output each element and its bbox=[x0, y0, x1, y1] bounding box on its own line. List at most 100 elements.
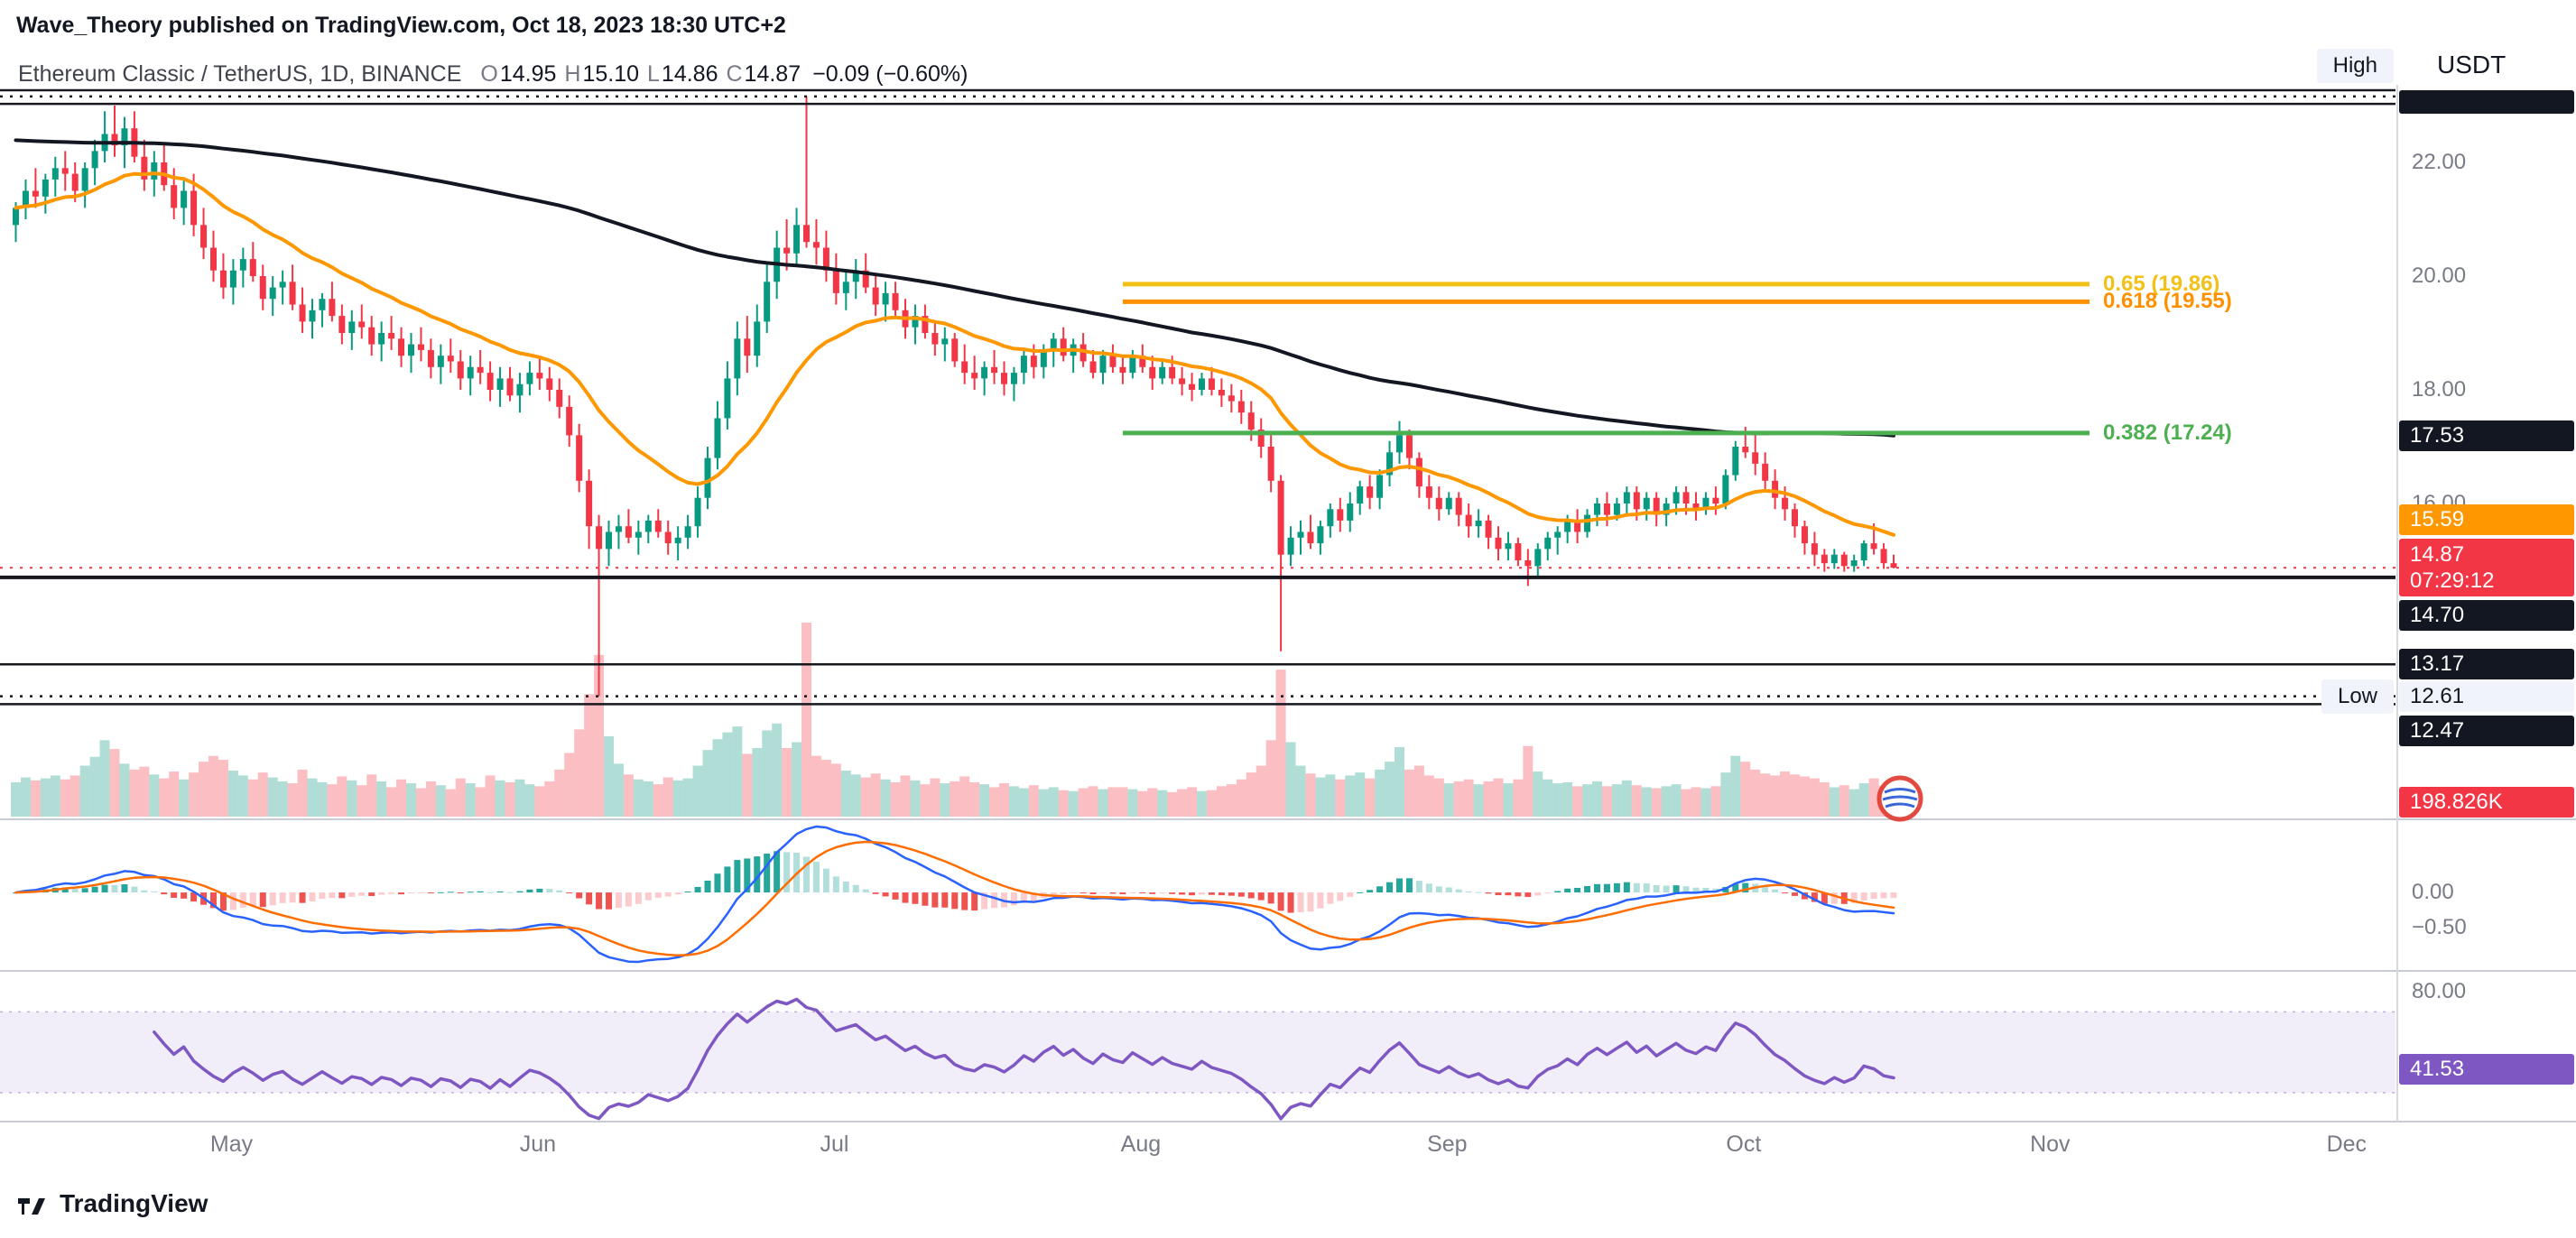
volume-bar bbox=[1355, 772, 1366, 817]
candle-body bbox=[852, 270, 859, 282]
macd-histogram-bar bbox=[526, 889, 533, 893]
volume-bar bbox=[1552, 783, 1563, 817]
macd-histogram-bar bbox=[1376, 886, 1384, 893]
macd-histogram-bar bbox=[269, 892, 276, 906]
ohlc-open: O14.95 bbox=[480, 61, 557, 87]
volume-bar bbox=[1809, 778, 1820, 817]
volume-bar bbox=[50, 775, 60, 817]
candle-body bbox=[754, 321, 761, 356]
macd-histogram-bar bbox=[348, 892, 356, 897]
tradingview-logo-icon[interactable] bbox=[16, 1187, 49, 1220]
volume-bar bbox=[179, 779, 190, 817]
candle-body bbox=[625, 526, 632, 538]
candle-body bbox=[1485, 520, 1492, 538]
tradingview-wordmark[interactable]: TradingView bbox=[60, 1189, 208, 1217]
volume-bar bbox=[30, 780, 41, 817]
candle-body bbox=[1159, 366, 1166, 379]
macd-histogram-bar bbox=[654, 892, 662, 899]
macd-histogram-bar bbox=[319, 892, 326, 900]
candle-body bbox=[1337, 509, 1344, 521]
fib-level-label: 0.382 (17.24) bbox=[2103, 420, 2232, 445]
volume-bar bbox=[1463, 779, 1474, 817]
candle-body bbox=[1089, 361, 1097, 374]
candle-body bbox=[1376, 475, 1384, 498]
macd-histogram-bar bbox=[1682, 886, 1690, 893]
volume-bar bbox=[1117, 787, 1128, 817]
time-axis[interactable] bbox=[0, 1123, 2576, 1176]
candle-body bbox=[32, 190, 39, 197]
macd-histogram-bar bbox=[1089, 892, 1097, 894]
macd-histogram-bar bbox=[556, 890, 563, 893]
candle-body bbox=[684, 526, 691, 538]
candle-body bbox=[892, 292, 899, 310]
volume-bar bbox=[109, 749, 120, 817]
macd-histogram-bar bbox=[486, 892, 494, 893]
high-range-label: High bbox=[2316, 49, 2394, 83]
volume-bar bbox=[653, 784, 663, 817]
candle-body bbox=[171, 185, 178, 208]
candle-body bbox=[1712, 497, 1719, 504]
candle-body bbox=[447, 356, 454, 362]
candle-body bbox=[417, 344, 424, 350]
macd-histogram-bar bbox=[1544, 892, 1552, 894]
candle-body bbox=[664, 531, 672, 544]
volume-bar bbox=[1572, 786, 1583, 817]
candle-body bbox=[1574, 520, 1581, 532]
macd-histogram-bar bbox=[1357, 892, 1364, 893]
volume-bar bbox=[1107, 787, 1118, 817]
candle-body bbox=[744, 338, 751, 356]
macd-histogram-bar bbox=[872, 892, 879, 894]
volume-bar bbox=[1177, 789, 1188, 817]
candle-body bbox=[151, 162, 158, 180]
volume-bar bbox=[702, 750, 713, 817]
fib-level-label: 0.65 (19.86) bbox=[2103, 271, 2220, 296]
candle-body bbox=[822, 247, 829, 271]
candle-body bbox=[1218, 390, 1225, 396]
macd-histogram-bar bbox=[417, 892, 424, 894]
ma-slow-price-badge: 17.53 bbox=[2399, 420, 2574, 451]
macd-histogram-bar bbox=[1169, 892, 1176, 894]
macd-histogram-bar bbox=[1208, 892, 1215, 895]
macd-histogram-bar bbox=[121, 883, 128, 893]
candle-body bbox=[348, 321, 356, 333]
macd-histogram-bar bbox=[1801, 892, 1808, 900]
macd-histogram-bar bbox=[1643, 882, 1650, 893]
volume-bar bbox=[1078, 788, 1089, 817]
time-axis-month-label: Dec bbox=[2326, 1132, 2368, 1157]
volume-bar bbox=[1137, 790, 1148, 817]
volume-bar bbox=[149, 774, 160, 817]
macd-histogram-bar bbox=[764, 854, 771, 893]
candle-body bbox=[496, 378, 504, 390]
macd-histogram-bar bbox=[71, 889, 79, 893]
macd-histogram-bar bbox=[1455, 889, 1462, 893]
candle-body bbox=[1080, 344, 1087, 362]
volume-bar bbox=[129, 769, 140, 817]
volume-bar bbox=[366, 774, 377, 817]
candle-body bbox=[368, 327, 375, 345]
volume-bar bbox=[672, 780, 683, 817]
macd-histogram-bar bbox=[427, 892, 434, 894]
candle-body bbox=[882, 292, 889, 305]
candle-body bbox=[1405, 435, 1413, 458]
macd-histogram-bar bbox=[1702, 887, 1710, 893]
macd-axis-tick: 0.00 bbox=[2412, 880, 2454, 905]
macd-histogram-bar bbox=[1199, 892, 1205, 895]
volume-bar bbox=[692, 765, 703, 817]
candle-body bbox=[1189, 383, 1196, 390]
macd-histogram-bar bbox=[546, 889, 553, 893]
macd-line bbox=[14, 825, 1895, 964]
volume-bar bbox=[1385, 762, 1395, 817]
volume-bar bbox=[1265, 740, 1276, 817]
macd-histogram-bar bbox=[704, 880, 711, 893]
candle-body bbox=[249, 259, 256, 276]
volume-bar bbox=[139, 766, 150, 817]
macd-histogram-bar bbox=[1425, 883, 1432, 893]
candle-body bbox=[457, 361, 464, 379]
candle-body bbox=[1020, 356, 1027, 374]
candle-body bbox=[1524, 560, 1532, 567]
macd-histogram-bar bbox=[398, 892, 405, 895]
candle-body bbox=[566, 406, 573, 436]
macd-histogram-bar bbox=[832, 876, 839, 893]
